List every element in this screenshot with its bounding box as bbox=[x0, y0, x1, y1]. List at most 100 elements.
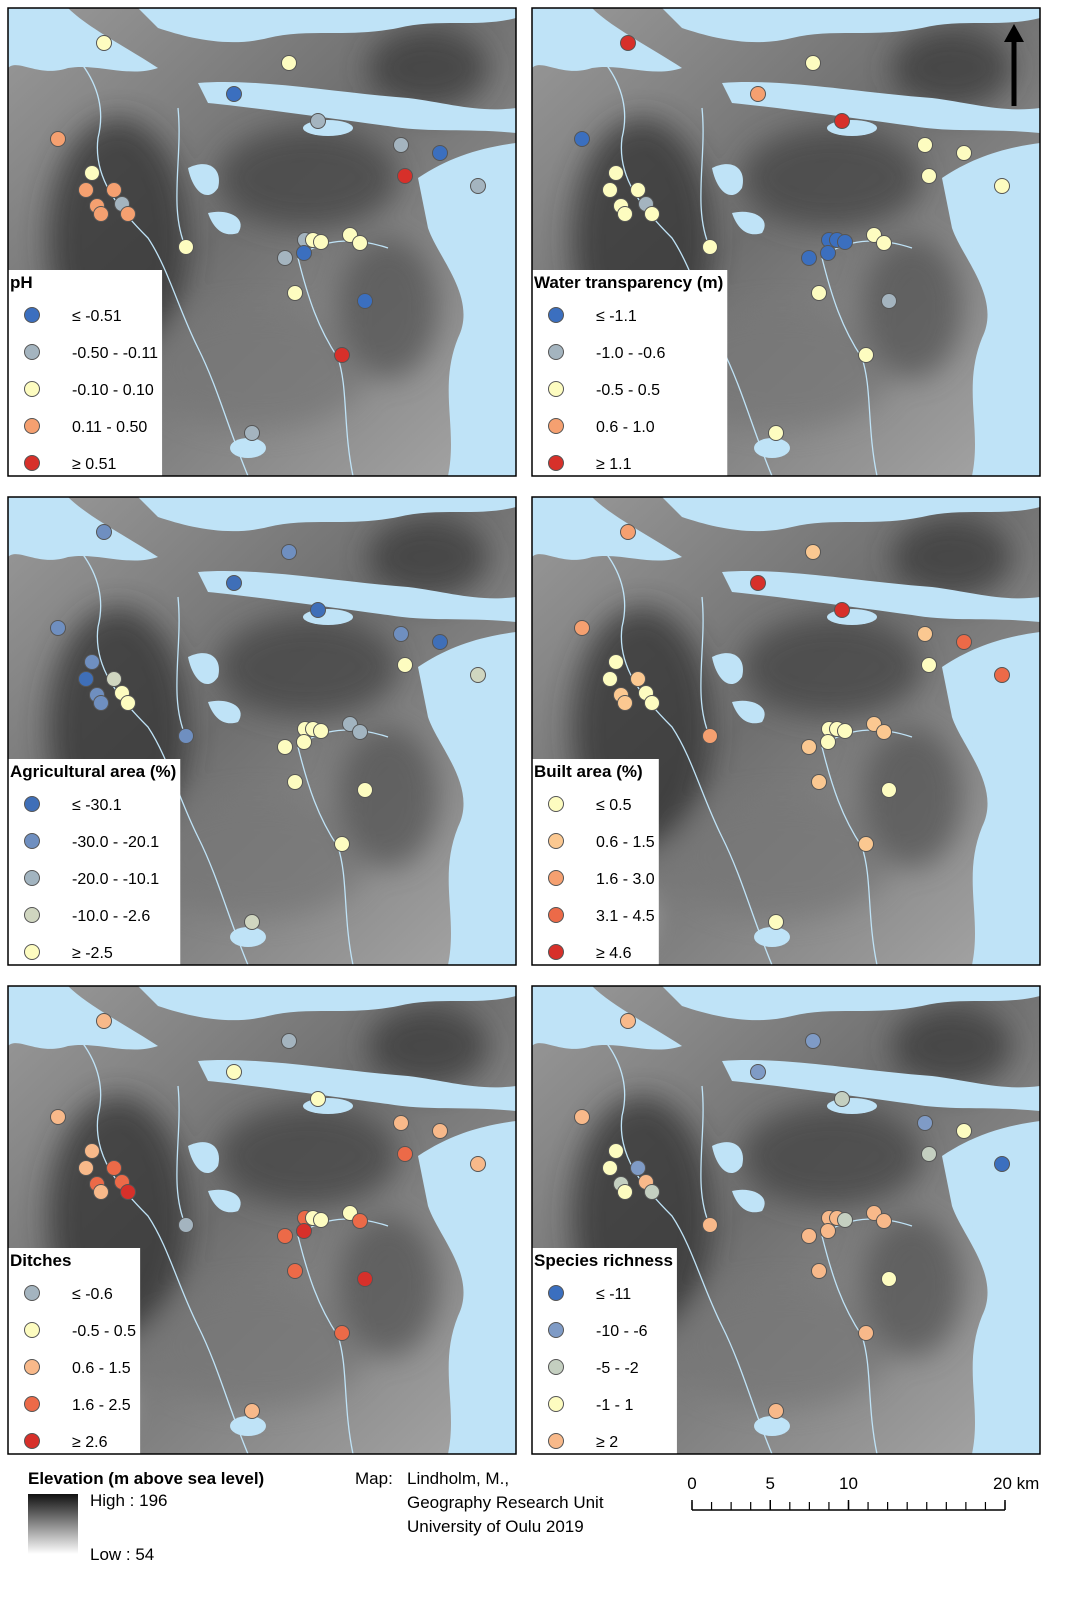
legend-swatch bbox=[25, 1323, 40, 1338]
site-marker bbox=[245, 1404, 260, 1419]
legend-swatch bbox=[25, 834, 40, 849]
site-marker bbox=[51, 621, 66, 636]
site-marker bbox=[631, 1161, 646, 1176]
site-marker bbox=[433, 635, 448, 650]
elevation-high: High : 196 bbox=[90, 1491, 168, 1510]
legend-swatch bbox=[25, 908, 40, 923]
figure: pH≤ -0.51-0.50 - -0.11-0.10 - 0.100.11 -… bbox=[0, 0, 1066, 1596]
legend-label: -5 - -2 bbox=[596, 1360, 639, 1377]
legend-box bbox=[8, 270, 162, 476]
site-marker bbox=[97, 1014, 112, 1029]
site-marker bbox=[877, 236, 892, 251]
site-marker bbox=[471, 179, 486, 194]
legend-swatch bbox=[549, 345, 564, 360]
site-marker bbox=[957, 1124, 972, 1139]
legend-label: ≤ -30.1 bbox=[72, 797, 122, 814]
legend-label: -30.0 - -20.1 bbox=[72, 834, 159, 851]
site-marker bbox=[609, 655, 624, 670]
legend-swatch bbox=[25, 945, 40, 960]
site-marker bbox=[121, 696, 136, 711]
legend-label: 3.1 - 4.5 bbox=[596, 908, 655, 925]
legend-swatch bbox=[549, 945, 564, 960]
legend-label: 0.6 - 1.5 bbox=[596, 834, 655, 851]
site-marker bbox=[802, 1229, 817, 1244]
site-marker bbox=[812, 286, 827, 301]
site-marker bbox=[645, 696, 660, 711]
site-marker bbox=[995, 1157, 1010, 1172]
site-marker bbox=[85, 655, 100, 670]
site-marker bbox=[85, 166, 100, 181]
legend-label: ≤ -11 bbox=[596, 1286, 631, 1303]
site-marker bbox=[358, 783, 373, 798]
site-marker bbox=[282, 56, 297, 71]
site-marker bbox=[812, 1264, 827, 1279]
map-panel: Agricultural area (%) ≤ -30.1 -30.0 - -20.… bbox=[8, 497, 516, 965]
legend-swatch bbox=[549, 797, 564, 812]
site-marker bbox=[812, 775, 827, 790]
legend: pH≤ -0.51-0.50 - -0.11-0.10 - 0.100.11 -… bbox=[8, 270, 162, 476]
map-area: Water transparency (m)≤ -1.1-1.0 - -0.6-… bbox=[532, 8, 1040, 476]
site-marker bbox=[802, 251, 817, 266]
site-marker bbox=[859, 348, 874, 363]
legend-box bbox=[532, 759, 659, 965]
legend-swatch bbox=[25, 308, 40, 323]
legend: Water transparency (m)≤ -1.1-1.0 - -0.6-… bbox=[532, 270, 727, 476]
site-marker bbox=[806, 545, 821, 560]
site-marker bbox=[703, 729, 718, 744]
site-marker bbox=[995, 668, 1010, 683]
legend-label: ≥ -2.5 bbox=[72, 945, 113, 962]
site-marker bbox=[97, 525, 112, 540]
site-marker bbox=[85, 1144, 100, 1159]
site-marker bbox=[282, 545, 297, 560]
legend-label: 0.6 - 1.0 bbox=[596, 419, 655, 436]
site-marker bbox=[859, 837, 874, 852]
site-marker bbox=[859, 1326, 874, 1341]
site-marker bbox=[603, 183, 618, 198]
site-marker bbox=[335, 1326, 350, 1341]
legend-swatch bbox=[549, 1323, 564, 1338]
legend: Built area (%)≤ 0.50.6 - 1.51.6 - 3.03.1… bbox=[532, 759, 659, 965]
legend-label: 0.11 - 0.50 bbox=[72, 419, 147, 436]
legend-label: -1.0 - -0.6 bbox=[596, 345, 665, 362]
site-marker bbox=[751, 576, 766, 591]
site-marker bbox=[107, 1161, 122, 1176]
site-marker bbox=[821, 735, 836, 750]
map-panel: Ditches≤ -0.6-0.5 - 0.50.6 - 1.51.6 - 2.… bbox=[8, 986, 516, 1454]
legend-box bbox=[532, 1248, 677, 1454]
site-marker bbox=[835, 603, 850, 618]
site-marker bbox=[278, 251, 293, 266]
legend-swatch bbox=[549, 1397, 564, 1412]
site-marker bbox=[922, 658, 937, 673]
site-marker bbox=[297, 735, 312, 750]
site-marker bbox=[471, 668, 486, 683]
legend-label: -0.5 - 0.5 bbox=[596, 382, 660, 399]
site-marker bbox=[282, 1034, 297, 1049]
legend: Ditches≤ -0.6-0.5 - 0.50.6 - 1.51.6 - 2.… bbox=[8, 1248, 140, 1454]
site-marker bbox=[398, 1147, 413, 1162]
site-marker bbox=[179, 240, 194, 255]
elevation-title: Elevation (m above sea level) bbox=[28, 1469, 264, 1488]
site-marker bbox=[645, 1185, 660, 1200]
site-marker bbox=[79, 183, 94, 198]
site-marker bbox=[288, 286, 303, 301]
scale-label: 0 bbox=[687, 1474, 696, 1493]
site-marker bbox=[821, 246, 836, 261]
site-marker bbox=[245, 426, 260, 441]
site-marker bbox=[433, 146, 448, 161]
legend-swatch bbox=[25, 797, 40, 812]
site-marker bbox=[877, 725, 892, 740]
credit-line: University of Oulu 2019 bbox=[407, 1517, 584, 1536]
site-marker bbox=[314, 1213, 329, 1228]
legend-title: Agricultural area (%) bbox=[10, 762, 176, 781]
site-marker bbox=[471, 1157, 486, 1172]
site-marker bbox=[618, 696, 633, 711]
site-marker bbox=[227, 87, 242, 102]
site-marker bbox=[575, 621, 590, 636]
site-marker bbox=[394, 138, 409, 153]
site-marker bbox=[288, 775, 303, 790]
elevation-low: Low : 54 bbox=[90, 1545, 154, 1564]
map-area: Species richness≤ -11-10 - -6-5 - -2-1 -… bbox=[532, 986, 1040, 1454]
legend-label: ≥ 0.51 bbox=[72, 456, 116, 473]
site-marker bbox=[353, 236, 368, 251]
legend-title: Water transparency (m) bbox=[534, 273, 723, 292]
